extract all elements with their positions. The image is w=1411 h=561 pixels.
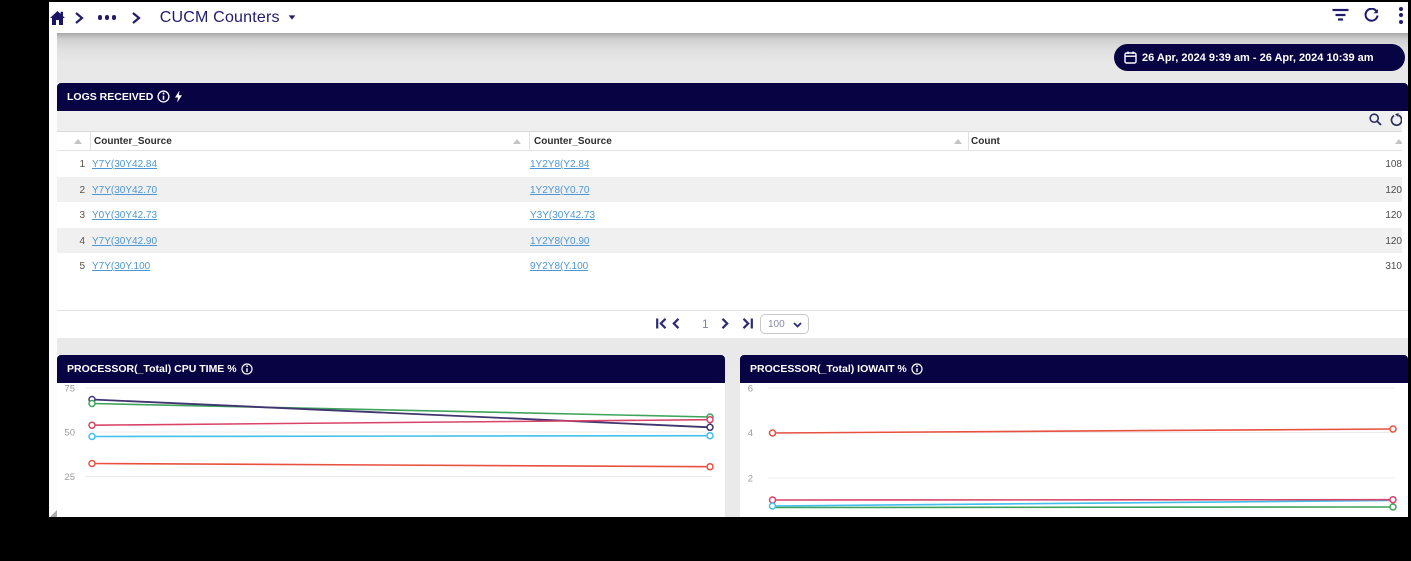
svg-text:50: 50 [64,427,75,438]
svg-text:2: 2 [748,473,753,484]
svg-text:25: 25 [64,472,75,483]
svg-text:6: 6 [748,383,753,394]
svg-text:4: 4 [748,428,753,439]
svg-text:75: 75 [64,383,75,394]
